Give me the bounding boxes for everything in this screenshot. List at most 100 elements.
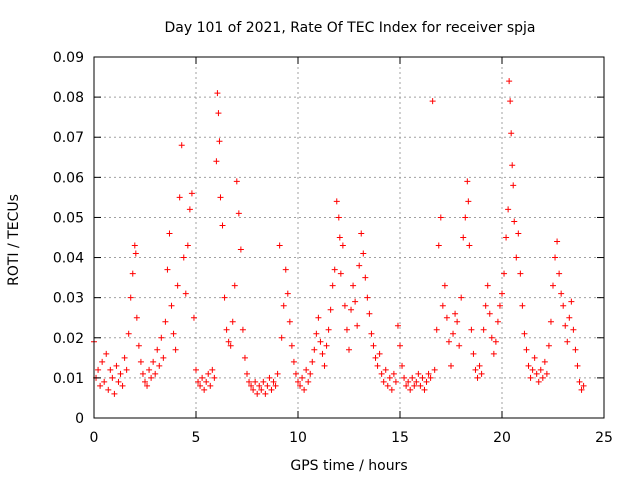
data-point: [172, 346, 179, 353]
data-point: [97, 382, 104, 389]
data-point: [378, 370, 385, 377]
data-point: [448, 362, 454, 369]
data-point: [525, 362, 532, 369]
data-point: [501, 270, 508, 277]
data-points: [91, 78, 587, 397]
data-point: [144, 382, 151, 389]
x-tick-label: 5: [192, 430, 201, 446]
data-point: [170, 330, 177, 337]
data-point: [303, 366, 310, 373]
axis-ticks: 0 0.01 0.02 0.03 0.04 0.05 0.06 0.07 0.08 0.09 0 5 1…: [53, 50, 613, 446]
plot-area-frame: [93, 56, 605, 419]
data-point: [511, 218, 518, 225]
data-point: [405, 378, 412, 385]
data-point: [488, 334, 495, 341]
data-point: [364, 294, 371, 301]
data-point: [317, 338, 324, 345]
data-point: [435, 242, 442, 249]
data-point: [529, 366, 536, 373]
data-point: [331, 266, 338, 273]
data-point: [262, 390, 269, 397]
data-point: [101, 378, 108, 385]
data-point: [119, 382, 126, 389]
data-point: [231, 282, 238, 289]
data-point: [270, 378, 277, 385]
data-point: [464, 178, 471, 185]
data-point: [499, 290, 505, 297]
data-point: [388, 386, 395, 393]
data-point: [427, 374, 434, 381]
data-point: [235, 210, 242, 217]
data-point: [456, 342, 463, 349]
data-point: [301, 386, 308, 393]
y-tick-label: 0.05: [53, 210, 84, 226]
data-point: [366, 310, 373, 317]
data-point: [207, 382, 214, 389]
data-point: [376, 350, 383, 357]
data-point: [115, 378, 122, 385]
data-point: [180, 254, 187, 261]
y-tick-label: 0.01: [53, 371, 84, 387]
data-point: [572, 346, 579, 353]
data-point: [276, 242, 283, 249]
data-point: [246, 378, 253, 385]
data-point: [386, 374, 393, 381]
data-point: [415, 370, 422, 377]
data-point: [399, 362, 406, 369]
data-point: [474, 374, 481, 381]
data-point: [337, 270, 344, 277]
data-point: [121, 354, 128, 361]
data-point: [295, 378, 301, 385]
data-point: [176, 194, 183, 201]
data-point: [127, 294, 134, 301]
data-point: [570, 326, 577, 333]
data-point: [123, 366, 130, 373]
data-point: [329, 282, 336, 289]
data-point: [505, 206, 512, 213]
data-point: [250, 386, 257, 393]
data-point: [158, 334, 165, 341]
data-point: [574, 362, 581, 369]
data-point: [576, 378, 583, 385]
data-point: [519, 302, 526, 309]
data-point: [162, 318, 169, 325]
data-point: [237, 246, 244, 253]
data-point: [107, 366, 114, 373]
data-point: [476, 362, 483, 369]
data-point: [125, 330, 132, 337]
data-point: [407, 386, 414, 393]
data-point: [368, 330, 375, 337]
x-tick-label: 25: [595, 430, 613, 446]
data-point: [509, 162, 516, 169]
data-point: [419, 374, 426, 381]
data-point: [229, 318, 236, 325]
data-point: [174, 282, 181, 289]
y-tick-label: 0: [75, 411, 84, 427]
x-tick-label: 0: [90, 430, 99, 446]
data-point: [135, 342, 142, 349]
data-point: [554, 238, 561, 245]
data-point: [441, 282, 448, 289]
data-point: [313, 330, 320, 337]
data-point: [282, 266, 289, 273]
data-point: [216, 138, 223, 145]
data-point: [346, 346, 352, 353]
data-point: [193, 366, 199, 373]
data-point: [190, 314, 197, 321]
data-point: [547, 318, 554, 325]
data-point: [397, 342, 403, 349]
x-tick-label: 20: [493, 430, 511, 446]
data-point: [288, 342, 295, 349]
data-point: [437, 214, 444, 221]
data-point: [233, 178, 240, 185]
data-point: [160, 354, 167, 361]
data-point: [103, 350, 110, 357]
data-point: [137, 358, 144, 365]
y-tick-label: 0.08: [53, 90, 84, 106]
data-point: [113, 362, 120, 369]
data-point: [562, 322, 569, 329]
data-point: [132, 250, 139, 257]
x-tick-label: 10: [289, 430, 307, 446]
data-point: [350, 282, 357, 289]
data-point: [452, 310, 459, 317]
